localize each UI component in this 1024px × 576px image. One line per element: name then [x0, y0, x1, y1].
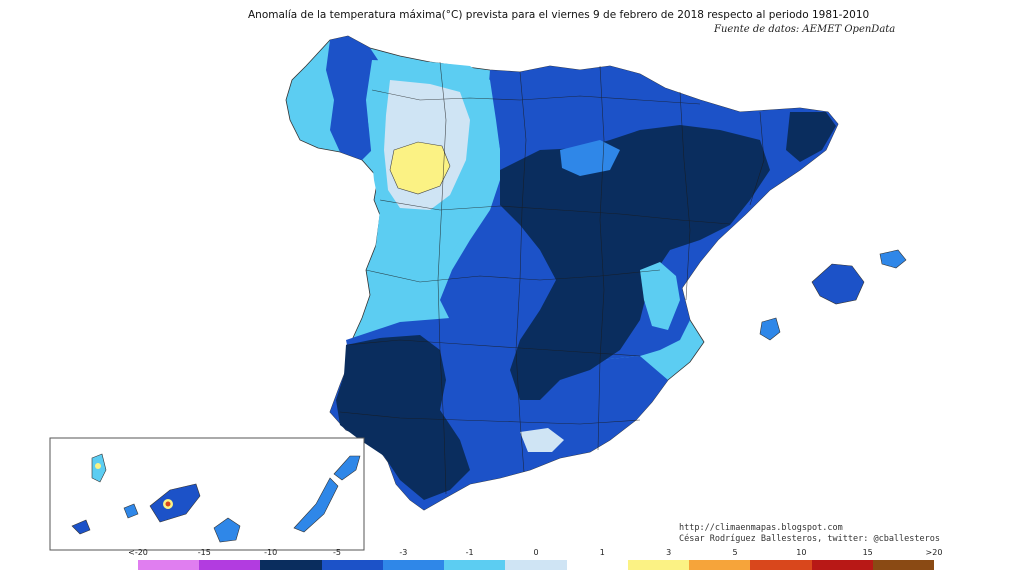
balearic-ibiza: [759, 317, 781, 341]
canary-fuerteventura: [293, 477, 339, 533]
canary-inset-frame: [49, 437, 365, 551]
legend-swatch: [321, 560, 383, 570]
legend-tick-label: <-20: [128, 548, 148, 557]
legend-tick-label: 5: [732, 548, 738, 557]
data-source: Fuente de datos: AEMET OpenData: [714, 24, 896, 35]
color-scale-legend: <-20 -15 -10 -5 -3 -1 0 1 3 5 10 15 >20: [128, 548, 942, 572]
anomaly-dark-galicia: [326, 36, 378, 160]
anomaly-mid-ebro: [560, 140, 620, 176]
canary-lapalma-warm: [95, 463, 101, 469]
legend-labels: <-20 -15 -10 -5 -3 -1 0 1 3 5 10 15 >20: [128, 548, 942, 558]
anomaly-very-dark-center: [500, 125, 770, 400]
anomaly-very-dark-catalonia: [786, 112, 836, 162]
legend-tick-label: -10: [264, 548, 278, 557]
legend-tick-label: -15: [197, 548, 211, 557]
balearic-mallorca: [811, 263, 865, 305]
legend-swatch: [689, 560, 751, 570]
legend-swatch: [382, 560, 445, 570]
legend-swatch: [811, 560, 873, 570]
legend-swatch: [444, 560, 506, 570]
anomaly-light-granada: [520, 428, 564, 452]
canary-grancanaria: [213, 517, 241, 543]
legend-swatch: [627, 560, 690, 570]
canary-hierro: [71, 519, 91, 535]
legend-swatch: [566, 560, 628, 570]
legend-swatch: [872, 560, 935, 570]
anomaly-light-valencia: [640, 262, 680, 330]
legend-color-bar: [138, 560, 935, 570]
legend-tick-label: -3: [399, 548, 408, 557]
legend-swatch: [138, 560, 200, 570]
canary-tenerife: [149, 483, 201, 523]
balearic-menorca: [879, 249, 907, 269]
anomaly-positive-zamora: [389, 141, 451, 195]
canary-lanzarote: [333, 455, 361, 481]
credits: http://climaenmapas.blogspot.com César R…: [679, 523, 940, 545]
anomaly-very-dark-southwest: [336, 335, 470, 500]
legend-tick-label: 15: [862, 548, 873, 557]
legend-tick-label: 10: [796, 548, 807, 557]
legend-swatch: [260, 560, 322, 570]
map-title: Anomalía de la temperatura máxima(°C) pr…: [248, 9, 870, 21]
legend-tick-label: 0: [533, 548, 539, 557]
canary-gomera: [123, 503, 139, 519]
legend-tick-label: 1: [599, 548, 605, 557]
legend-swatch: [199, 560, 261, 570]
legend-swatch: [505, 560, 567, 570]
province-borders: [339, 61, 765, 495]
legend-swatch: [750, 560, 812, 570]
credits-author: César Rodríguez Ballesteros, twitter: @c…: [679, 534, 940, 544]
legend-tick-label: >20: [925, 548, 943, 557]
legend-tick-label: 3: [666, 548, 672, 557]
credits-blog: http://climaenmapas.blogspot.com: [679, 523, 843, 533]
legend-tick-label: -5: [333, 548, 341, 557]
legend-tick-label: -1: [465, 548, 474, 557]
canary-tenerife-peak: [165, 501, 171, 507]
